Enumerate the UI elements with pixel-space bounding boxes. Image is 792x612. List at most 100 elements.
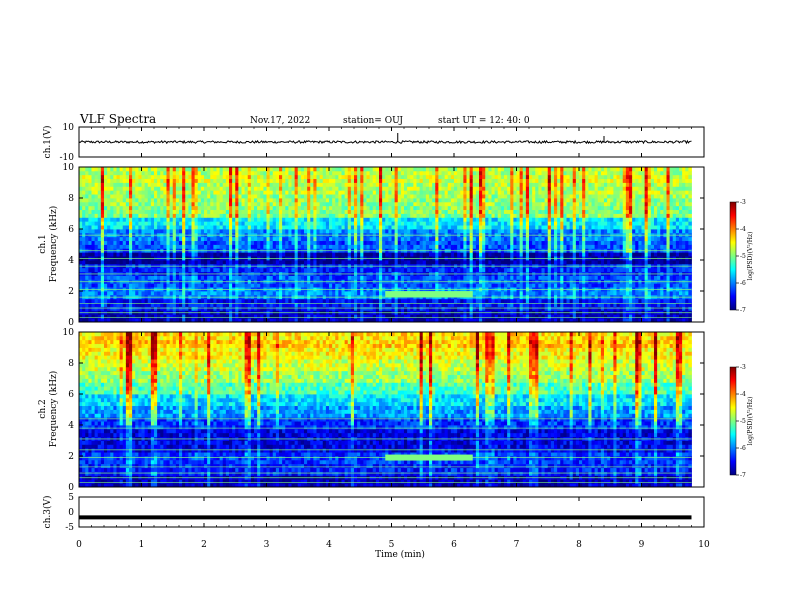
spectrogram-cell — [129, 190, 133, 195]
spectrogram-cell — [179, 190, 183, 195]
spectrogram-cell — [335, 174, 339, 180]
spectrogram-cell — [388, 186, 392, 191]
spectrogram-cell — [332, 225, 336, 230]
spectrogram-cell — [135, 260, 139, 265]
spectrogram-cell — [375, 302, 380, 307]
spectrogram-cell — [129, 252, 133, 257]
spectrogram-cell — [466, 260, 471, 265]
spectrogram-cell — [344, 201, 349, 207]
spectrogram-cell — [269, 217, 274, 222]
spectrogram-cell — [322, 178, 327, 183]
spectrogram-cell — [179, 275, 183, 280]
spectrogram-cell — [138, 213, 142, 218]
spectrogram-cell — [435, 186, 439, 191]
spectrogram-cell — [113, 283, 117, 288]
spectrogram-cell — [269, 213, 274, 218]
spectrogram-cell — [225, 229, 230, 234]
spectrogram-cell — [294, 221, 299, 226]
spectrogram-cell — [116, 201, 121, 207]
spectrogram-cell — [388, 298, 392, 304]
spectrogram-cell — [182, 275, 186, 280]
spectrogram-cell — [204, 244, 208, 249]
spectrogram-cell — [125, 221, 130, 226]
spectrogram-cell — [132, 275, 136, 280]
spectrogram-cell — [191, 229, 196, 234]
spectrogram-cell — [204, 318, 208, 322]
spectrogram-cell — [263, 201, 267, 207]
spectrogram-cell — [166, 194, 171, 199]
spectrogram-cell — [247, 314, 252, 319]
spectrogram-cell — [244, 314, 249, 319]
spectrogram-cell — [416, 236, 421, 242]
spectrogram-cell — [354, 182, 358, 187]
spectrogram-cell — [169, 306, 174, 311]
spectrogram-cell — [282, 198, 286, 203]
spectrogram-cell — [88, 178, 92, 183]
spectrogram-cell — [91, 298, 96, 304]
spectrogram-cell — [125, 240, 130, 245]
spectrogram-cell — [235, 283, 239, 288]
spectrogram-cell — [329, 217, 333, 222]
spectrogram-cell — [169, 213, 174, 218]
spectrogram-cell — [225, 221, 230, 226]
spectrogram-cell — [244, 182, 249, 187]
spectrogram-cell — [222, 236, 227, 242]
spectrogram-cell — [316, 221, 321, 226]
spectrogram-cell — [310, 194, 314, 199]
spectrogram-cell — [338, 236, 342, 242]
spectrogram-cell — [335, 283, 339, 288]
spectrogram-cell — [347, 178, 352, 183]
spectrogram-cell — [97, 275, 102, 280]
spectrogram-cell — [422, 306, 427, 311]
spectrogram-cell — [316, 291, 321, 296]
spectrogram-cell — [144, 252, 149, 257]
spectrogram-cell — [329, 244, 333, 249]
spectrogram-cell — [435, 190, 439, 195]
spectrogram-cell — [347, 213, 352, 218]
spectrogram-cell — [457, 186, 461, 191]
spectrogram-cell — [257, 236, 261, 242]
spectrogram-cell — [185, 240, 189, 245]
spectrogram-cell — [444, 275, 449, 280]
spectrogram-cell — [429, 190, 433, 195]
spectrogram-cell — [244, 225, 249, 230]
spectrogram-cell — [163, 236, 167, 242]
spectrogram-cell — [244, 201, 249, 207]
spectrogram-cell — [294, 213, 299, 218]
spectrogram-cell — [241, 244, 246, 249]
spectrogram-cell — [79, 275, 83, 280]
spectrogram-cell — [319, 221, 324, 226]
spectrogram-cell — [397, 167, 402, 172]
spectrogram-cell — [329, 209, 333, 214]
spectrogram-cell — [100, 174, 105, 180]
spectrogram-cell — [447, 194, 452, 199]
spectrogram-cell — [357, 275, 361, 280]
spectrogram-cell — [438, 194, 442, 199]
spectrogram-cell — [429, 178, 433, 183]
spectrogram-cell — [369, 240, 374, 245]
spectrogram-cell — [379, 306, 383, 311]
spectrogram-cell — [291, 213, 296, 218]
spectrogram-cell — [288, 209, 292, 214]
spectrogram-cell — [288, 205, 292, 211]
spectrogram-cell — [104, 298, 108, 304]
spectrogram-cell — [291, 240, 296, 245]
spectrogram-cell — [447, 252, 452, 257]
spectrogram-cell — [216, 283, 221, 288]
spectrogram-cell — [97, 314, 102, 319]
spectrogram-cell — [307, 182, 311, 187]
spectrogram-cell — [191, 275, 196, 280]
spectrogram-cell — [166, 283, 171, 288]
spectrogram-cell — [244, 198, 249, 203]
spectrogram-cell — [397, 275, 402, 280]
spectrogram-cell — [150, 190, 155, 195]
spectrogram-cell — [100, 318, 105, 322]
spectrogram-cell — [229, 267, 233, 273]
spectrogram-cell — [279, 182, 283, 187]
spectrogram-cell — [354, 252, 358, 257]
spectrogram-cell — [297, 213, 302, 218]
spectrogram-cell — [247, 221, 252, 226]
spectrogram-cell — [185, 225, 189, 230]
spectrogram-cell — [122, 221, 127, 226]
spectrogram-cell — [147, 260, 152, 265]
